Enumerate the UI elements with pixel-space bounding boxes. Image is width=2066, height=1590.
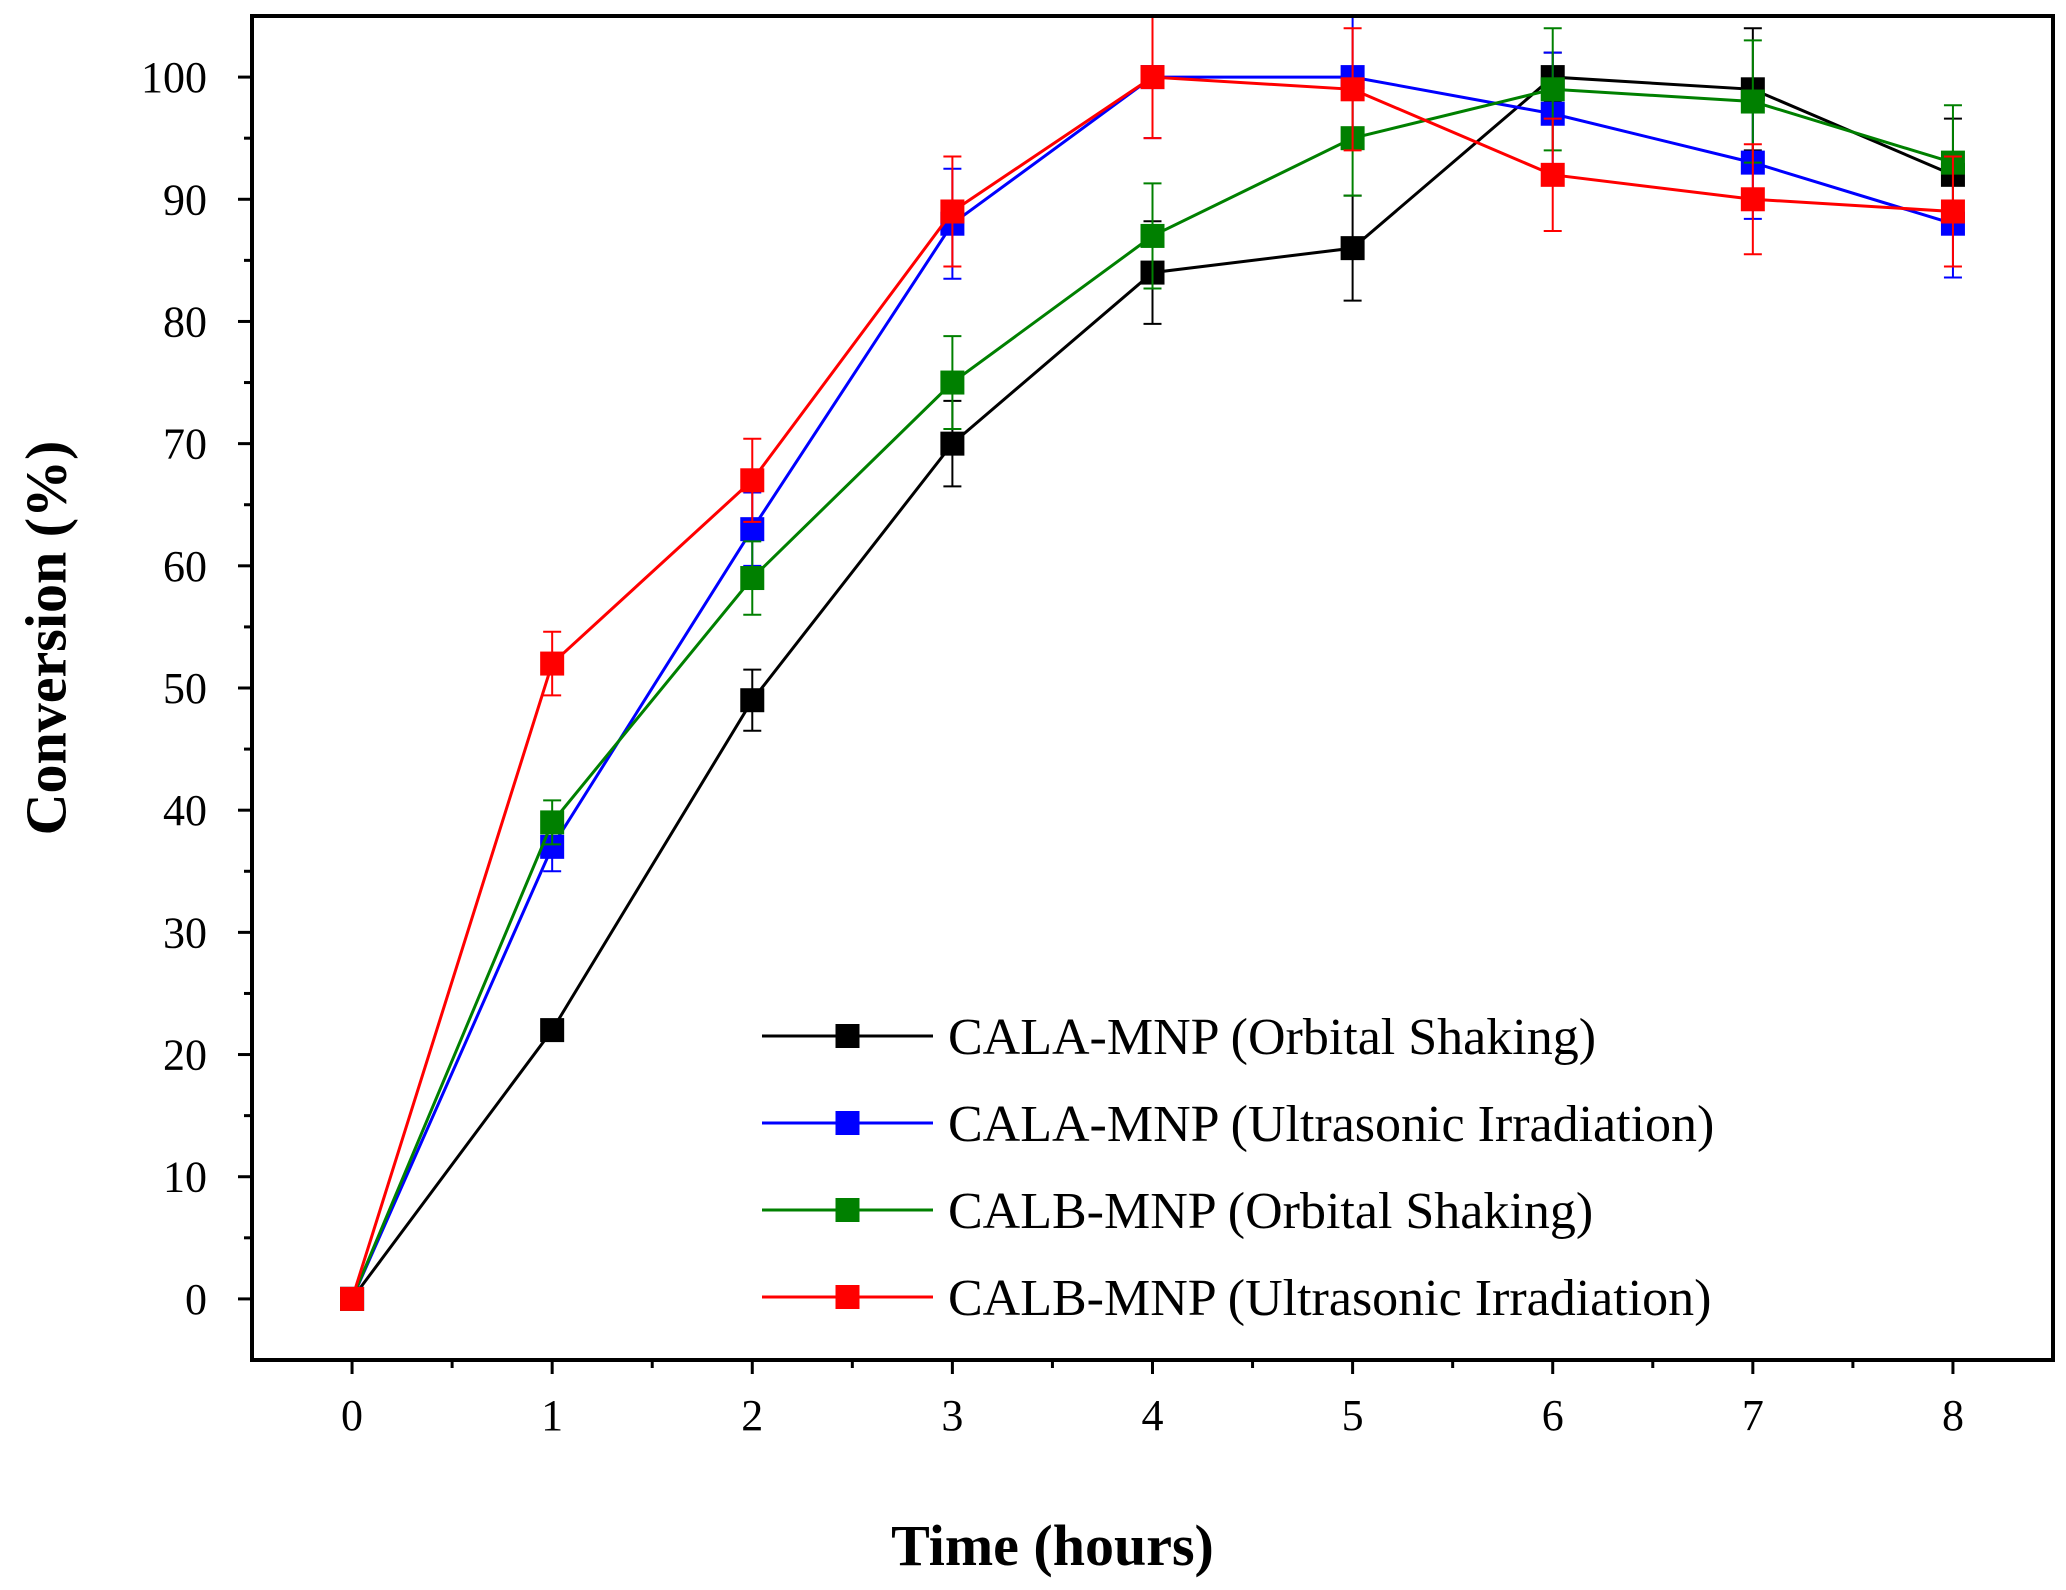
data-point	[1540, 77, 1565, 102]
data-point	[940, 431, 965, 456]
x-tick-label: 5	[1342, 1391, 1364, 1440]
legend-label: CALB-MNP (Orbital Shaking)	[948, 1183, 1593, 1240]
y-tick-label: 90	[163, 175, 207, 224]
series-4	[340, 15, 1965, 1311]
x-tick-label: 6	[1542, 1391, 1564, 1440]
y-tick-label: 30	[163, 908, 207, 957]
y-axis-title: Conversion (%)	[13, 441, 78, 836]
legend-marker	[835, 1111, 860, 1135]
legend-label: CALA-MNP (Ultrasonic Irradiation)	[948, 1096, 1714, 1153]
y-tick-label: 50	[163, 664, 207, 713]
legend-marker	[835, 1285, 860, 1309]
data-point	[740, 688, 765, 713]
y-tick-label: 20	[163, 1031, 207, 1080]
legend-item: CALA-MNP (Ultrasonic Irradiation)	[762, 1096, 1714, 1153]
y-tick-label: 0	[185, 1275, 207, 1324]
data-point	[1340, 77, 1365, 102]
x-tick-label: 7	[1742, 1391, 1764, 1440]
data-point	[540, 651, 565, 676]
data-point	[540, 810, 565, 835]
data-point	[740, 468, 765, 493]
legend-label: CALA-MNP (Orbital Shaking)	[948, 1009, 1596, 1066]
y-tick-label: 70	[163, 420, 207, 469]
y-tick-label: 100	[141, 53, 207, 102]
x-tick-label: 2	[741, 1391, 763, 1440]
x-tick-label: 4	[1142, 1391, 1164, 1440]
y-tick-label: 80	[163, 297, 207, 346]
data-point	[940, 370, 965, 395]
plot-content	[340, 15, 1965, 1311]
data-point	[1740, 187, 1765, 212]
legend-item: CALA-MNP (Orbital Shaking)	[762, 1009, 1596, 1066]
data-point	[1740, 89, 1765, 114]
data-point	[340, 1286, 365, 1311]
legend: CALA-MNP (Orbital Shaking) CALA-MNP (Ultr…	[762, 1009, 1714, 1327]
data-point	[1540, 162, 1565, 187]
data-point	[540, 1018, 565, 1043]
data-point	[940, 199, 965, 224]
data-point	[1140, 223, 1165, 248]
data-point	[1340, 236, 1365, 261]
legend-item: CALB-MNP (Ultrasonic Irradiation)	[762, 1270, 1711, 1327]
y-tick-label: 40	[163, 786, 207, 835]
y-tick-label: 10	[163, 1153, 207, 1202]
data-point	[1140, 65, 1165, 90]
data-point	[1940, 199, 1965, 224]
data-point	[740, 566, 765, 591]
x-tick-label: 3	[941, 1391, 963, 1440]
legend-marker	[835, 1024, 860, 1048]
x-axis-title: Time (hours)	[891, 1513, 1214, 1578]
legend-item: CALB-MNP (Orbital Shaking)	[762, 1183, 1593, 1240]
legend-marker	[835, 1198, 860, 1222]
x-tick-label: 1	[541, 1391, 563, 1440]
legend-label: CALB-MNP (Ultrasonic Irradiation)	[948, 1270, 1711, 1327]
x-tick-label: 0	[341, 1391, 363, 1440]
x-tick-label: 8	[1942, 1391, 1964, 1440]
y-tick-label: 60	[163, 542, 207, 591]
